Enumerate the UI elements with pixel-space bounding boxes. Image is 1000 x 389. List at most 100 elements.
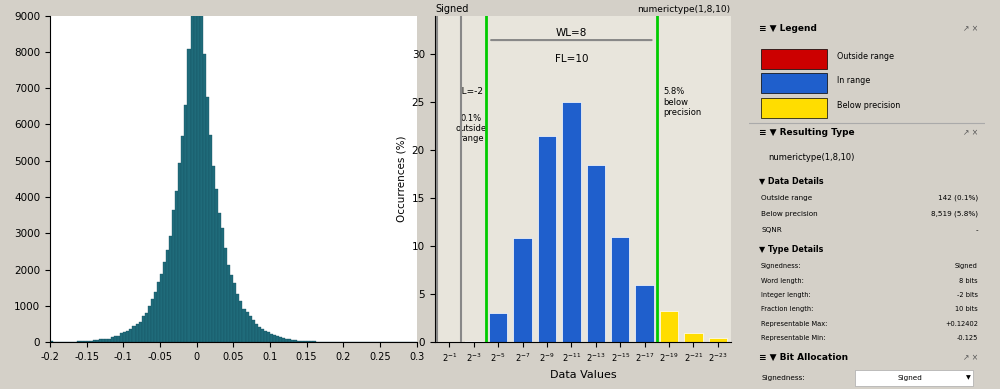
Bar	[233, 284, 236, 342]
Bar	[111, 337, 114, 342]
Bar	[84, 341, 87, 342]
Text: ▼ Type Details: ▼ Type Details	[759, 245, 823, 254]
Bar	[310, 341, 313, 342]
Bar	[139, 322, 142, 342]
Bar	[297, 340, 301, 342]
Text: ≡ ▼ Resulting Type: ≡ ▼ Resulting Type	[759, 128, 854, 137]
Bar	[120, 333, 123, 342]
Text: Representable Min:: Representable Min:	[761, 335, 826, 341]
Bar	[288, 340, 291, 342]
Bar	[206, 97, 209, 342]
Bar	[236, 294, 239, 342]
Bar	[197, 0, 200, 342]
Bar	[489, 314, 507, 342]
Text: 8,519 (5.8%): 8,519 (5.8%)	[931, 211, 978, 217]
Bar	[212, 165, 215, 342]
Text: 0.1%
outside
range: 0.1% outside range	[456, 114, 487, 144]
FancyBboxPatch shape	[761, 73, 827, 93]
Bar	[538, 136, 556, 342]
Text: ▼ Data Details: ▼ Data Details	[759, 176, 823, 185]
Bar	[209, 135, 212, 342]
Bar	[145, 313, 148, 342]
Bar	[184, 105, 187, 342]
Bar	[129, 329, 132, 342]
Bar	[252, 321, 255, 342]
Bar	[255, 324, 258, 342]
Bar	[142, 316, 145, 342]
Text: +0.12402: +0.12402	[945, 321, 978, 327]
Bar	[96, 340, 99, 342]
Bar	[175, 191, 178, 342]
Bar	[93, 340, 96, 342]
Y-axis label: Occurrences (%): Occurrences (%)	[396, 136, 406, 222]
Text: -0.125: -0.125	[957, 335, 978, 341]
Text: Integer length:: Integer length:	[761, 292, 811, 298]
Bar	[81, 341, 84, 342]
Bar	[178, 163, 181, 342]
Bar	[230, 275, 233, 342]
Bar	[215, 189, 218, 342]
Bar	[50, 340, 53, 342]
Bar	[261, 329, 264, 342]
Bar	[166, 250, 169, 342]
Bar	[611, 237, 629, 342]
Text: 142 (0.1%): 142 (0.1%)	[938, 194, 978, 201]
Text: ↗ ×: ↗ ×	[963, 24, 978, 33]
Bar	[90, 341, 93, 342]
Text: Signed: Signed	[436, 4, 469, 14]
Bar	[660, 310, 678, 342]
Bar	[160, 274, 163, 342]
Text: numerictype(1,8,10): numerictype(1,8,10)	[768, 153, 855, 162]
Bar	[191, 13, 194, 342]
Bar	[108, 339, 111, 342]
Text: 5.8%
below
precision: 5.8% below precision	[663, 88, 701, 117]
Text: -2 bits: -2 bits	[957, 292, 978, 298]
Bar	[635, 285, 654, 342]
Bar	[587, 165, 605, 342]
Bar	[242, 308, 246, 342]
Bar	[313, 341, 316, 342]
Bar	[126, 331, 129, 342]
Bar	[258, 328, 261, 342]
Bar	[301, 341, 304, 342]
Bar	[102, 339, 105, 342]
Bar	[562, 102, 581, 342]
Bar	[200, 7, 203, 342]
Text: ↗ ×: ↗ ×	[963, 128, 978, 137]
Bar	[218, 213, 221, 342]
Bar	[117, 336, 120, 342]
Bar	[709, 338, 727, 342]
Bar	[221, 228, 224, 342]
Bar	[169, 236, 172, 342]
Text: Fraction length:: Fraction length:	[761, 307, 813, 312]
Text: 10 bits: 10 bits	[955, 307, 978, 312]
Bar	[163, 262, 166, 342]
Bar	[249, 316, 252, 342]
Text: Signed: Signed	[897, 375, 922, 381]
Bar	[224, 247, 227, 342]
Bar	[282, 338, 285, 342]
FancyBboxPatch shape	[761, 49, 827, 69]
Text: IL=-2: IL=-2	[459, 88, 483, 96]
Text: Signedness:: Signedness:	[761, 263, 802, 269]
Text: SQNR: SQNR	[761, 227, 782, 233]
Bar	[304, 341, 307, 342]
Bar	[684, 333, 703, 342]
Bar	[513, 238, 532, 342]
Bar	[276, 336, 279, 342]
Bar	[187, 49, 191, 342]
Bar	[285, 338, 288, 342]
Text: Word length:: Word length:	[761, 278, 804, 284]
Bar	[151, 299, 154, 342]
Text: WL=8: WL=8	[556, 28, 587, 38]
Text: numerictype(1,8,10): numerictype(1,8,10)	[637, 5, 730, 14]
Bar	[291, 340, 294, 342]
Text: ≡ ▼ Bit Allocation: ≡ ▼ Bit Allocation	[759, 353, 848, 362]
Text: FL=10: FL=10	[555, 54, 588, 65]
Text: ↗ ×: ↗ ×	[963, 353, 978, 362]
Bar	[227, 265, 230, 342]
Bar	[148, 306, 151, 342]
Bar	[105, 338, 108, 342]
Bar	[123, 332, 126, 342]
Bar	[273, 335, 276, 342]
